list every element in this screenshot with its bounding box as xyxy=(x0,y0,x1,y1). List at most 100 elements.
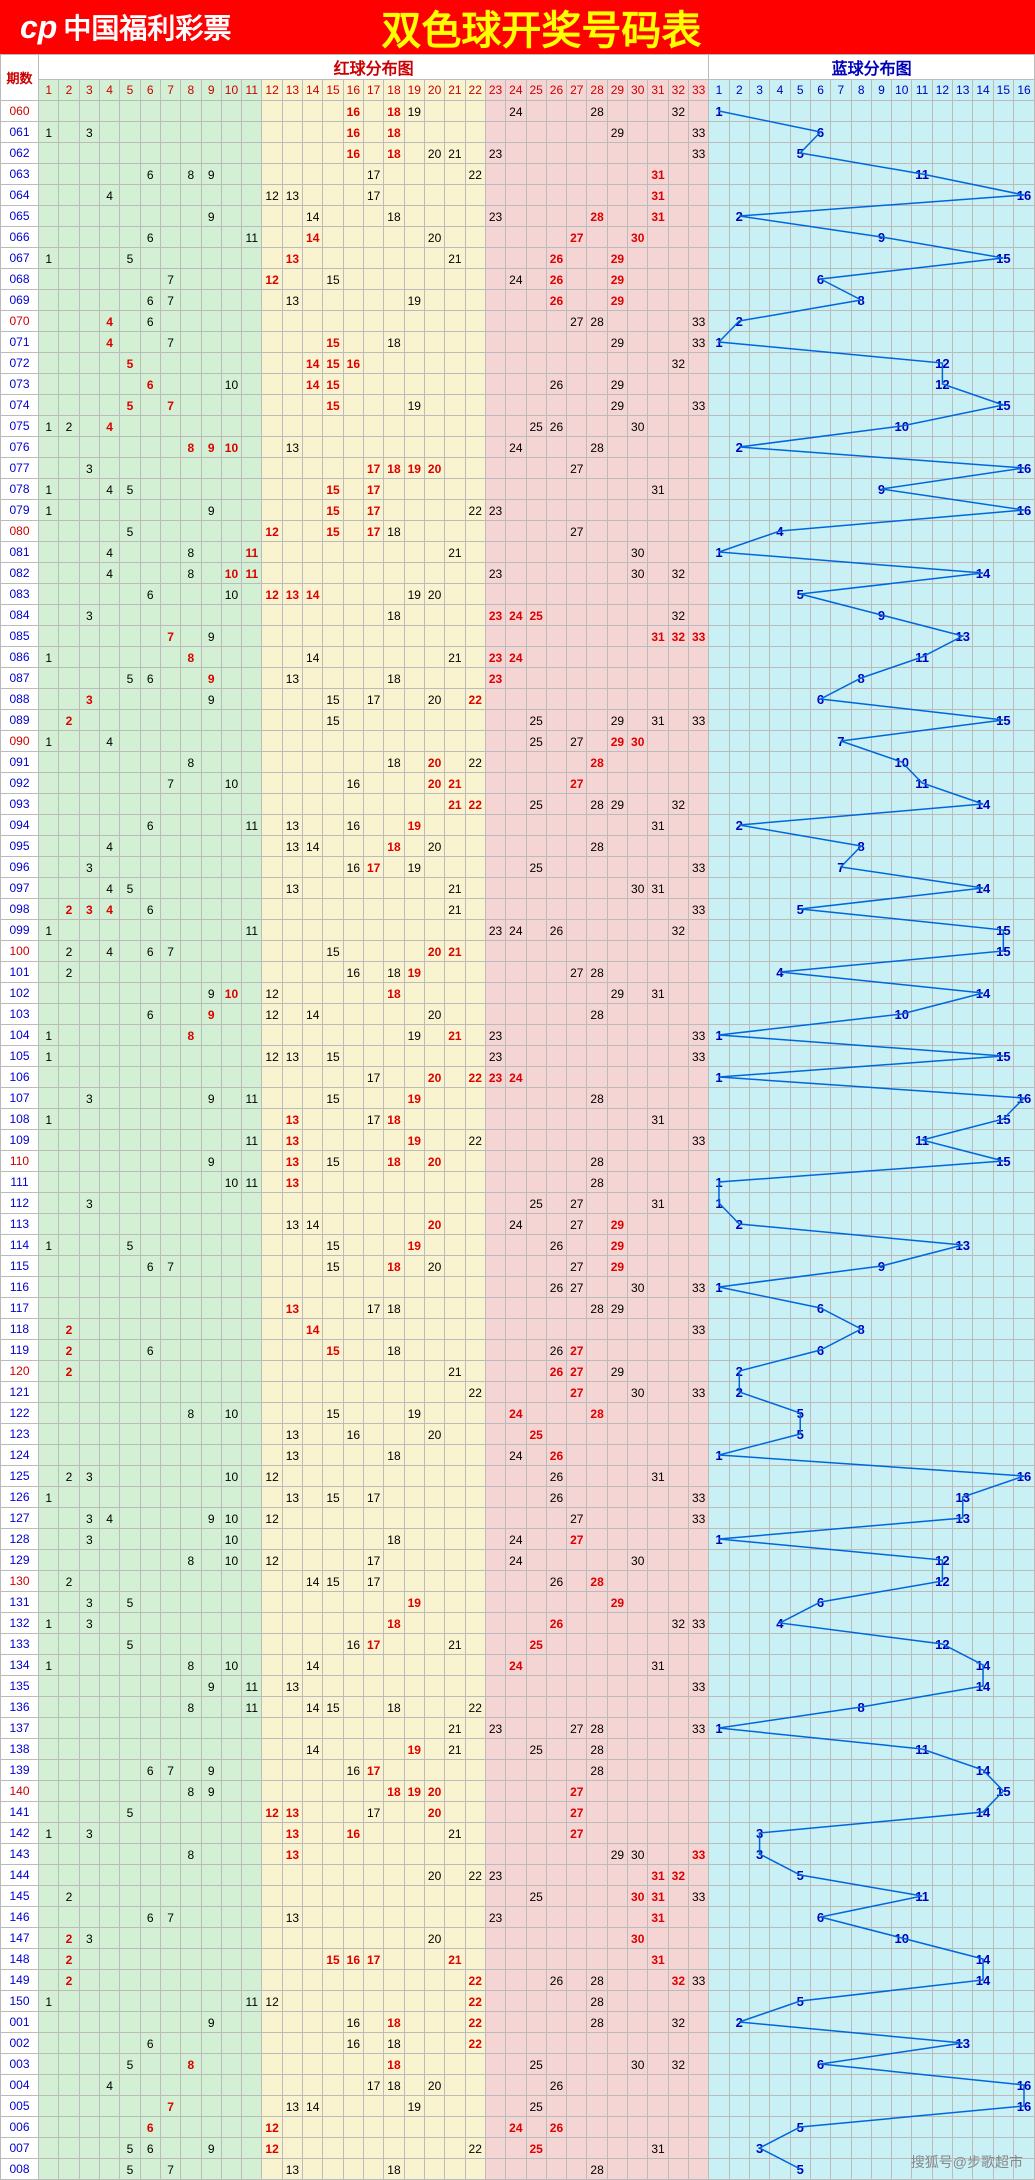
blue-cell xyxy=(810,983,830,1004)
red-cell xyxy=(485,1424,505,1445)
blue-cell xyxy=(993,227,1013,248)
red-cell xyxy=(242,500,262,521)
red-cell xyxy=(140,710,160,731)
red-cell xyxy=(506,1613,526,1634)
blue-cell xyxy=(810,647,830,668)
red-ball-number: 12 xyxy=(265,273,278,287)
red-cell xyxy=(628,752,648,773)
red-cell xyxy=(99,290,119,311)
blue-cell xyxy=(831,1256,851,1277)
red-cell xyxy=(201,1298,221,1319)
red-cell xyxy=(546,164,566,185)
red-cell xyxy=(59,689,79,710)
red-ball-number: 32 xyxy=(672,357,685,371)
blue-cell xyxy=(831,542,851,563)
red-cell xyxy=(689,1445,709,1466)
red-cell xyxy=(262,1697,282,1718)
blue-cell xyxy=(871,1466,891,1487)
red-cell xyxy=(99,773,119,794)
red-cell xyxy=(39,605,59,626)
period-cell: 084 xyxy=(1,605,39,626)
red-cell xyxy=(668,248,688,269)
red-cell xyxy=(587,1613,607,1634)
red-cell: 3 xyxy=(79,605,99,626)
blue-cell xyxy=(810,1655,830,1676)
red-cell xyxy=(181,1319,201,1340)
blue-ball-number: 14 xyxy=(976,881,990,896)
red-cell xyxy=(120,1361,140,1382)
red-cell xyxy=(506,1025,526,1046)
red-ball-number: 28 xyxy=(590,1155,603,1169)
red-cell xyxy=(99,1025,119,1046)
red-cell xyxy=(567,1319,587,1340)
blue-cell xyxy=(709,1487,729,1508)
red-cell xyxy=(221,1676,241,1697)
blue-cell xyxy=(912,1004,932,1025)
red-cell xyxy=(221,605,241,626)
red-cell: 28 xyxy=(587,437,607,458)
red-cell xyxy=(160,1550,180,1571)
red-ball-number: 9 xyxy=(208,1764,215,1778)
red-cell xyxy=(546,731,566,752)
red-cell xyxy=(689,164,709,185)
red-cell xyxy=(99,1487,119,1508)
red-cell xyxy=(343,1382,363,1403)
period-cell: 114 xyxy=(1,1235,39,1256)
red-cell xyxy=(79,542,99,563)
blue-cell xyxy=(993,374,1013,395)
red-cell: 1 xyxy=(39,1613,59,1634)
blue-cell xyxy=(749,374,769,395)
red-cell xyxy=(120,794,140,815)
blue-cell xyxy=(810,1550,830,1571)
red-cell xyxy=(181,1151,201,1172)
red-cell: 27 xyxy=(567,1340,587,1361)
blue-cell xyxy=(729,1823,749,1844)
red-cell xyxy=(140,1046,160,1067)
red-cell xyxy=(506,1802,526,1823)
blue-cell xyxy=(973,1487,993,1508)
red-ball-number: 14 xyxy=(306,1743,319,1757)
blue-cell xyxy=(790,1298,810,1319)
period-cell: 115 xyxy=(1,1256,39,1277)
red-ball-number: 19 xyxy=(408,105,421,119)
red-cell xyxy=(506,1823,526,1844)
red-cell xyxy=(221,836,241,857)
red-ball-number: 27 xyxy=(570,1785,583,1799)
red-cell xyxy=(79,626,99,647)
red-cell xyxy=(160,248,180,269)
red-cell xyxy=(445,1340,465,1361)
red-cell xyxy=(140,878,160,899)
red-cell xyxy=(242,164,262,185)
red-cell: 28 xyxy=(587,1088,607,1109)
red-ball-number: 15 xyxy=(326,504,339,518)
red-section-header: 红球分布图 xyxy=(39,55,709,80)
red-cell xyxy=(465,1550,485,1571)
red-cell: 26 xyxy=(546,1361,566,1382)
red-ball-number: 31 xyxy=(651,168,664,182)
red-ball-number: 1 xyxy=(45,1659,52,1673)
red-cell xyxy=(485,878,505,899)
red-cell: 33 xyxy=(689,1487,709,1508)
red-cell: 14 xyxy=(303,1214,323,1235)
red-cell xyxy=(364,1508,384,1529)
blue-cell xyxy=(871,920,891,941)
red-cell xyxy=(160,521,180,542)
red-cell xyxy=(181,1487,201,1508)
red-cell xyxy=(628,1466,648,1487)
blue-ball-number: 16 xyxy=(1017,503,1031,518)
red-cell xyxy=(668,1844,688,1865)
blue-ball-number: 6 xyxy=(817,1343,824,1358)
red-cell xyxy=(384,311,404,332)
red-ball-number: 11 xyxy=(245,546,258,560)
table-row: 13721232728331 xyxy=(1,1718,1035,1739)
red-ball-number: 3 xyxy=(86,1533,93,1547)
red-cell xyxy=(485,689,505,710)
red-cell xyxy=(668,1718,688,1739)
red-cell xyxy=(79,416,99,437)
blue-cell xyxy=(953,941,973,962)
blue-cell xyxy=(953,101,973,122)
red-cell xyxy=(343,1487,363,1508)
red-cell xyxy=(282,1550,302,1571)
red-cell xyxy=(607,1172,627,1193)
red-cell xyxy=(181,1508,201,1529)
